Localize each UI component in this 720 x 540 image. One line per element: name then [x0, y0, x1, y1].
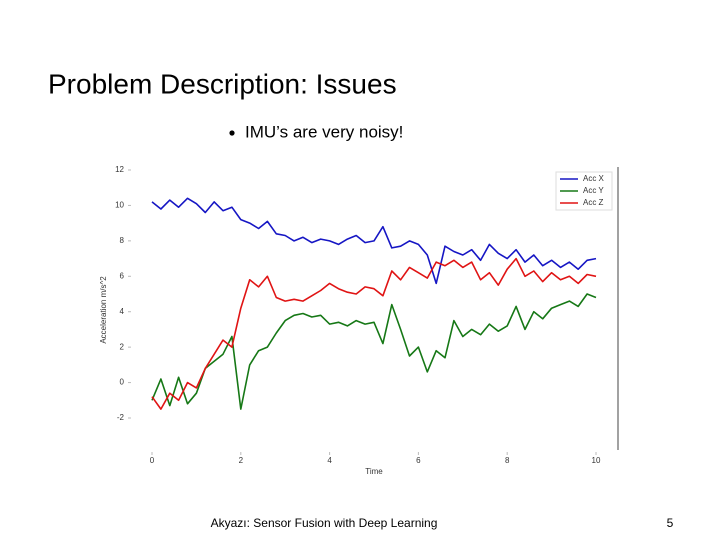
x-axis-label: Time: [365, 467, 383, 476]
y-tick-label: 10: [115, 201, 124, 210]
x-tick-label: 0: [150, 456, 155, 465]
y-tick-label: 0: [120, 378, 125, 387]
x-tick-label: 10: [592, 456, 601, 465]
data-line: [151, 197, 597, 285]
legend-label: Acc Y: [583, 186, 604, 195]
y-tick-label: -2: [117, 413, 125, 422]
legend-label: Acc X: [583, 174, 605, 183]
y-tick-label: 8: [120, 236, 125, 245]
x-tick-label: 2: [239, 456, 244, 465]
x-tick-label: 8: [505, 456, 510, 465]
y-tick-label: 4: [120, 307, 125, 316]
x-tick-label: 4: [327, 456, 332, 465]
x-tick-label: 6: [416, 456, 421, 465]
legend-label: Acc Z: [583, 198, 604, 207]
y-axis-label: Acceleration m/s^2: [99, 276, 108, 344]
data-line: [151, 257, 597, 410]
y-tick-label: 2: [120, 342, 125, 351]
bullet-text: IMU’s are very noisy!: [245, 122, 403, 141]
footer: Akyazı: Sensor Fusion with Deep Learning: [211, 516, 438, 530]
page-number: 5: [667, 516, 674, 530]
data-line: [151, 293, 597, 410]
slide-title: Problem Description: Issues: [48, 68, 397, 99]
y-tick-label: 6: [120, 271, 125, 280]
y-tick-label: 12: [115, 165, 124, 174]
bullet-dot: [229, 130, 235, 136]
